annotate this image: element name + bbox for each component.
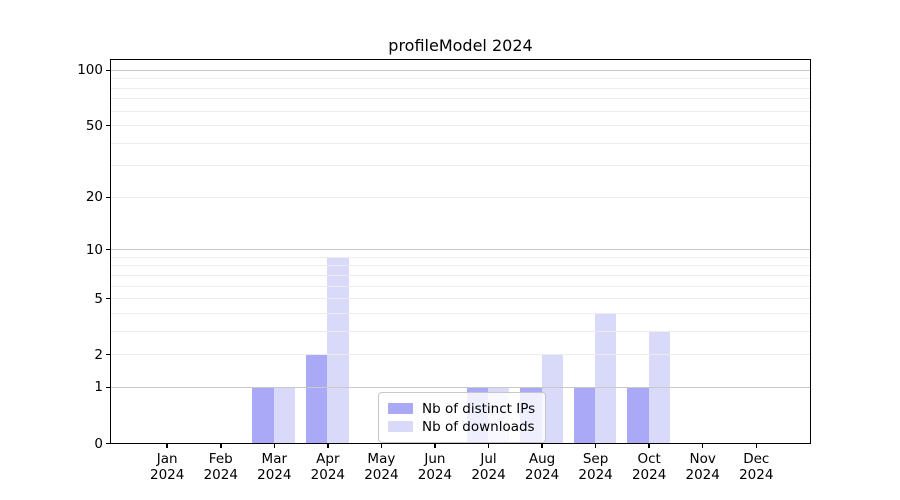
y-axis-tick	[105, 124, 110, 127]
minor-gridline	[111, 98, 810, 100]
bar-downloads-aug	[541, 354, 563, 443]
y-tick-label: 1	[94, 379, 103, 396]
y-tick-label: 10	[85, 241, 103, 258]
bar-distinct-ips-apr	[305, 354, 328, 443]
x-tick-label-year: 2024	[150, 466, 185, 483]
bar-distinct-ips-sep	[573, 386, 596, 443]
x-axis-tick	[166, 443, 168, 448]
minor-gridline	[111, 256, 810, 258]
y-axis-tick	[105, 196, 110, 199]
y-tick-label: 20	[85, 189, 103, 206]
x-tick-label-year: 2024	[364, 466, 399, 483]
x-axis-tick	[434, 443, 436, 448]
x-tick-label-year: 2024	[524, 466, 560, 483]
legend-entry-downloads: Nb of downloads	[388, 418, 535, 435]
y-axis-tick	[105, 248, 110, 251]
x-tick-label: Jun 2024	[403, 451, 467, 483]
y-axis-tick	[105, 297, 110, 300]
x-tick-label: Jan 2024	[135, 451, 199, 483]
x-tick-label-year: 2024	[310, 466, 346, 483]
minor-gridline	[111, 312, 810, 314]
y-tick-label: 5	[94, 290, 103, 307]
x-axis-tick	[380, 443, 383, 448]
bar-downloads-sep	[595, 312, 617, 443]
x-tick-label: Feb 2024	[189, 451, 253, 483]
x-tick-label-year: 2024	[631, 466, 667, 483]
minor-gridline	[111, 196, 810, 198]
major-gridline	[111, 249, 810, 251]
x-axis-tick	[541, 443, 543, 448]
minor-gridline	[111, 142, 810, 144]
minor-gridline	[111, 285, 810, 287]
minor-gridline	[111, 298, 810, 300]
x-tick-label: Mar 2024	[242, 451, 306, 483]
x-tick-label-year: 2024	[257, 466, 292, 483]
x-tick-label: Jul 2024	[457, 451, 521, 483]
legend-swatch-distinct-ips-icon	[388, 403, 413, 414]
y-axis-tick	[105, 442, 110, 445]
minor-gridline	[111, 87, 810, 89]
legend-label-distinct-ips: Nb of distinct IPs	[422, 400, 536, 417]
y-tick-label: 2	[94, 346, 103, 363]
minor-gridline	[111, 110, 810, 112]
x-axis-tick	[273, 443, 276, 448]
y-tick-label: 50	[85, 117, 103, 134]
x-tick-label-year: 2024	[578, 466, 613, 483]
minor-gridline	[111, 165, 810, 167]
x-tick-label-year: 2024	[739, 466, 774, 483]
bar-downloads-mar	[273, 386, 296, 443]
minor-gridline	[111, 125, 810, 127]
x-tick-label: Dec 2024	[724, 451, 788, 483]
x-tick-label: Oct 2024	[617, 451, 681, 483]
x-tick-label-year: 2024	[417, 466, 453, 483]
legend-swatch-downloads-icon	[388, 421, 413, 432]
y-tick-label: 0	[94, 435, 103, 452]
x-axis-tick	[648, 443, 650, 448]
minor-gridline	[111, 78, 810, 80]
x-axis-tick	[594, 443, 597, 448]
x-tick-label-year: 2024	[685, 466, 720, 483]
major-gridline	[111, 386, 810, 388]
legend: Nb of distinct IPs Nb of downloads	[378, 392, 547, 443]
x-tick-label: Sep 2024	[564, 451, 628, 483]
minor-gridline	[111, 274, 810, 276]
y-tick-label: 100	[77, 62, 103, 79]
x-axis-tick	[220, 443, 222, 448]
x-tick-label: Nov 2024	[671, 451, 735, 483]
bar-distinct-ips-mar	[252, 386, 274, 443]
x-tick-label: Aug 2024	[510, 451, 574, 483]
x-axis-tick	[755, 443, 757, 448]
legend-label-downloads: Nb of downloads	[422, 418, 535, 435]
x-tick-label: Apr 2024	[296, 451, 360, 483]
legend-entry-distinct-ips: Nb of distinct IPs	[388, 400, 535, 417]
minor-gridline	[111, 330, 810, 332]
x-axis-tick	[701, 443, 704, 448]
x-tick-label-year: 2024	[471, 466, 506, 483]
y-axis-tick	[105, 69, 110, 72]
bar-distinct-ips-oct	[627, 386, 649, 443]
major-gridline	[111, 69, 810, 71]
chart-title: profileModel 2024	[388, 36, 533, 55]
bar-downloads-apr	[327, 256, 349, 443]
minor-gridline	[111, 354, 810, 356]
x-tick-label-year: 2024	[203, 466, 238, 483]
x-tick-label: May 2024	[349, 451, 413, 483]
minor-gridline	[111, 265, 810, 267]
x-axis-tick	[327, 443, 329, 448]
y-axis-tick	[105, 353, 110, 356]
y-axis-tick	[105, 386, 110, 389]
plot-area	[110, 59, 811, 444]
x-axis-tick	[487, 443, 490, 448]
